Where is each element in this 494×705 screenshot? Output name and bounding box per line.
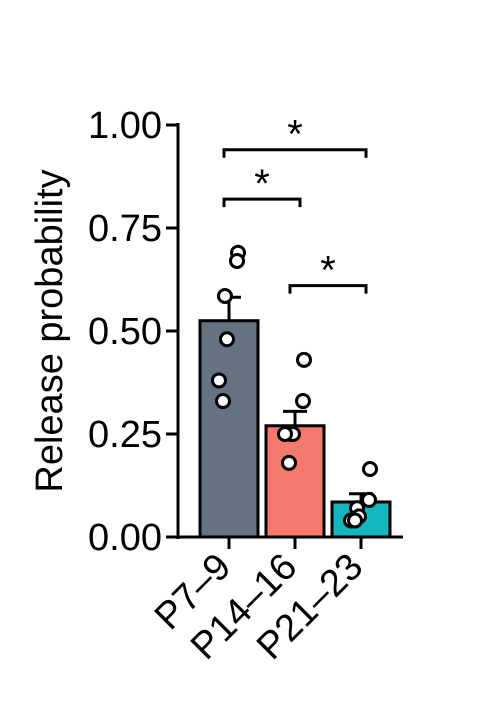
data-point <box>211 372 227 389</box>
significance-bracket-2 <box>222 197 302 208</box>
significance-star-1: * <box>287 113 303 157</box>
data-point <box>296 351 312 368</box>
data-point <box>215 393 231 410</box>
y-tick-label: 0.50 <box>88 311 162 353</box>
data-point <box>362 461 378 478</box>
y-tick-label: 0.75 <box>88 208 162 250</box>
significance-bracket-1 <box>222 148 368 158</box>
data-point <box>295 393 311 410</box>
data-point <box>229 252 245 269</box>
significance-bracket-3 <box>288 284 368 294</box>
y-axis-title: Release probability <box>29 169 71 492</box>
data-point <box>277 426 293 442</box>
y-tick-label: 0.00 <box>88 517 162 559</box>
significance-group: * * * <box>222 113 368 294</box>
data-point <box>347 512 363 529</box>
data-point <box>217 287 233 304</box>
y-tick-label: 0.25 <box>88 414 162 456</box>
significance-star-3: * <box>320 249 336 293</box>
bar-2 <box>264 424 326 539</box>
bar-1 <box>198 319 260 539</box>
y-tick-label: 1.00 <box>88 105 162 147</box>
data-point <box>361 491 377 508</box>
data-point <box>219 331 235 348</box>
significance-star-2: * <box>254 162 270 206</box>
data-point <box>281 454 297 471</box>
data-points-group <box>211 244 378 529</box>
